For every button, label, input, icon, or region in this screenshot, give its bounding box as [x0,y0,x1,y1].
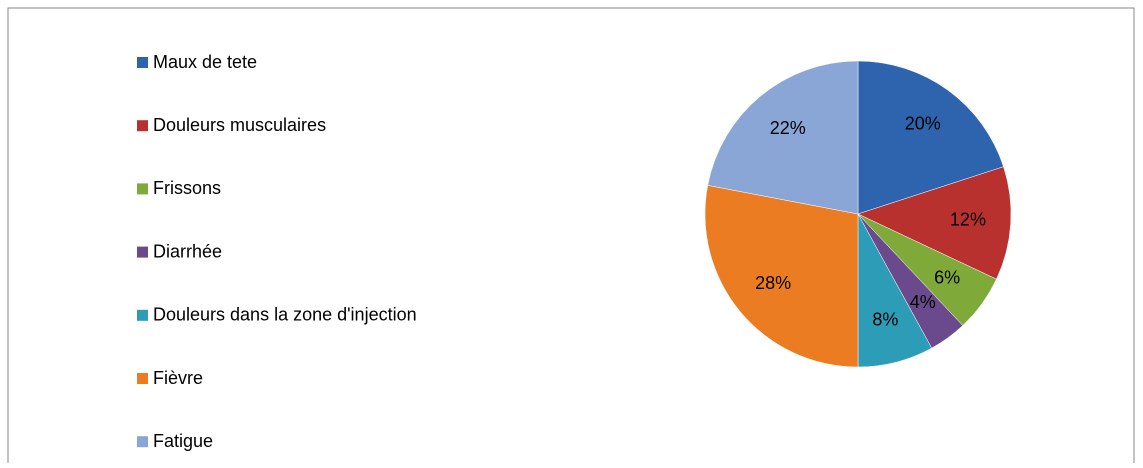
legend-swatch [137,120,148,132]
legend-label: Frissons [153,178,221,198]
data-label: 8% [872,309,898,329]
legend-swatch [137,373,148,384]
legend-label: Diarrhée [153,241,222,261]
pie-slice [704,185,859,368]
data-label: 28% [755,273,791,293]
legend-label: Fatigue [153,431,213,451]
chart-frame [7,7,1135,463]
legend-label: Fièvre [153,368,203,388]
data-label: 12% [950,210,986,230]
legend-swatch [137,436,148,448]
data-label: 20% [905,114,941,134]
data-label: 6% [934,268,960,288]
legend-label: Douleurs dans la zone d'injection [153,305,417,325]
legend-label: Douleurs musculaires [153,115,326,135]
data-label: 4% [910,292,936,312]
legend-label: Maux de tete [153,52,257,72]
pie-slice [857,60,1004,215]
legend-swatch [137,246,148,258]
data-label: 22% [770,118,806,138]
pie-slice [857,166,1012,280]
legend-swatch [137,57,148,68]
pie-slice [707,60,859,215]
legend-swatch [137,183,148,195]
legend-swatch [137,309,148,321]
